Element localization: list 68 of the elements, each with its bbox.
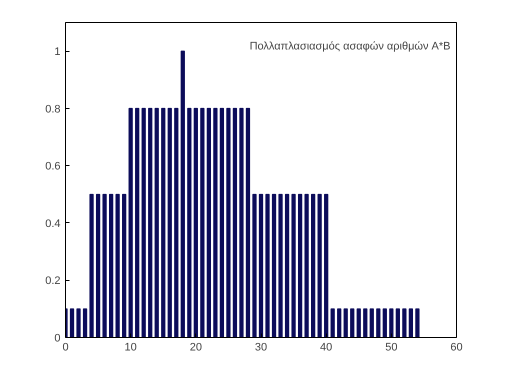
bar <box>284 194 290 338</box>
bar <box>206 108 211 338</box>
bar <box>382 308 387 338</box>
annotation: Πολλαπλασιασμός ασαφών αριθμών A*B <box>250 40 450 52</box>
bar <box>318 194 322 338</box>
bar <box>370 308 374 338</box>
bar <box>82 308 88 338</box>
x-tick-label: 40 <box>320 342 332 354</box>
bar <box>168 108 172 338</box>
bar <box>252 194 257 338</box>
bar <box>148 108 152 338</box>
y-tick-label: 1 <box>54 46 61 58</box>
bar <box>265 194 270 338</box>
bar <box>304 194 309 338</box>
bar <box>116 194 120 338</box>
bar <box>194 108 198 338</box>
bar <box>102 194 107 338</box>
bar <box>89 194 94 338</box>
bar <box>174 108 178 338</box>
bar <box>135 108 140 338</box>
bar <box>344 308 348 338</box>
bar <box>187 108 192 338</box>
bar <box>76 308 81 338</box>
bar <box>356 308 361 338</box>
bar <box>311 194 316 338</box>
bar <box>220 108 224 338</box>
x-tick-label: 30 <box>254 342 268 354</box>
bar <box>246 108 250 338</box>
bar <box>142 108 146 338</box>
bar <box>96 194 100 338</box>
bar <box>291 194 296 338</box>
bar <box>258 194 264 338</box>
y-tick-label: 0 <box>54 332 61 344</box>
bar <box>330 308 335 338</box>
bar <box>70 308 74 338</box>
bar <box>200 108 204 338</box>
y-tick-label: 0.6 <box>45 160 61 173</box>
bar <box>213 108 218 338</box>
bar <box>402 308 406 338</box>
bar <box>226 108 231 338</box>
bar <box>376 308 380 338</box>
bar <box>278 194 283 338</box>
bar <box>396 308 400 338</box>
bar <box>161 108 166 338</box>
bar <box>232 108 238 338</box>
bar <box>324 194 328 338</box>
y-tick-label: 0.2 <box>45 275 61 288</box>
bar <box>108 194 114 338</box>
bar <box>363 308 368 338</box>
x-tick-label: 10 <box>124 342 137 354</box>
bar <box>239 108 244 338</box>
x-tick-label: 60 <box>450 342 463 354</box>
bar <box>272 194 276 338</box>
bar <box>337 308 342 338</box>
bar <box>350 308 354 338</box>
bar <box>128 108 133 338</box>
bar <box>154 108 159 338</box>
y-tick-label: 0.4 <box>45 218 61 230</box>
x-tick-label: 0 <box>62 342 69 354</box>
y-tick-label: 0.8 <box>45 103 61 116</box>
x-tick-label: 20 <box>190 342 202 354</box>
x-tick-label: 50 <box>385 342 398 354</box>
bar <box>415 308 420 338</box>
bar <box>298 194 302 338</box>
bar <box>389 308 394 338</box>
bar <box>122 194 126 338</box>
bar <box>180 50 185 338</box>
bar <box>408 308 414 338</box>
